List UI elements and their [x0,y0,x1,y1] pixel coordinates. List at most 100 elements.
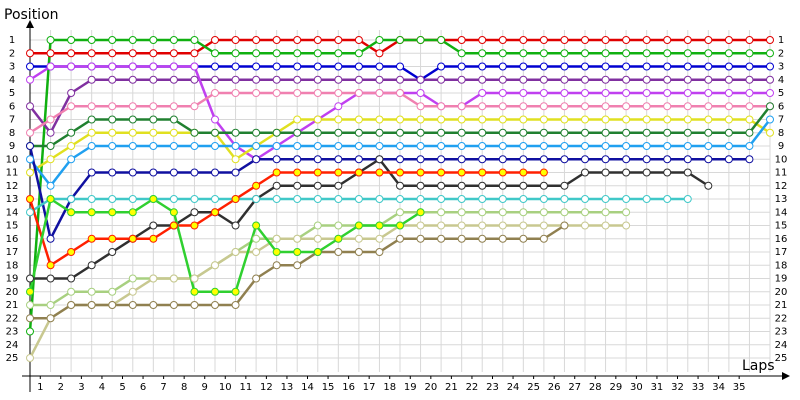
y-tick-label-right: 2 [778,48,784,59]
point [622,168,631,177]
x-tick-label: 21 [445,382,458,393]
x-tick-label: 23 [486,382,499,393]
point [622,155,631,164]
point [231,301,240,309]
point [293,75,302,84]
point [46,261,55,270]
point [272,181,281,190]
point [108,49,117,58]
point [252,274,261,283]
point [128,36,137,44]
point [169,115,178,124]
point [519,195,528,203]
point [334,142,343,150]
point [313,36,322,44]
x-tick-label: 27 [568,382,581,393]
point [581,75,589,84]
point [416,181,425,190]
point [169,168,178,177]
x-tick-label: 1 [37,382,43,393]
point [149,115,158,124]
point [396,195,404,203]
point [766,128,774,137]
point [704,181,713,190]
point [128,195,137,203]
point [622,128,631,137]
point [704,128,713,137]
point [539,234,548,243]
point [416,221,425,230]
point [437,208,446,217]
point [539,115,548,124]
point [169,142,178,150]
point [416,155,425,164]
point [498,155,507,164]
point [46,155,55,164]
point [46,36,55,44]
y-tick-label: 14 [6,207,19,218]
point [231,62,240,71]
x-tick-label: 3 [78,382,84,393]
point [704,102,713,111]
point [704,115,713,124]
y-tick-label-right: 5 [778,88,784,99]
point [231,49,240,58]
y-tick-label-right: 22 [775,313,788,324]
point [745,155,754,164]
point [601,36,610,44]
point [354,155,363,164]
point [457,195,466,203]
point [601,115,610,124]
point [745,102,754,111]
point [396,62,404,71]
point [252,62,261,71]
point [539,155,548,164]
point [108,168,117,177]
point [149,102,158,111]
point [293,49,302,58]
point [128,287,137,296]
point [519,115,528,124]
point [478,89,487,97]
y-tick-label-right: 14 [775,207,788,218]
point [539,181,548,190]
point [46,142,55,150]
y-tick-label-right: 4 [778,75,784,86]
point [272,36,281,44]
point [560,75,569,84]
point [108,301,117,309]
point [375,221,384,230]
point [683,102,692,111]
point [190,102,199,111]
point [724,49,733,58]
point [108,36,117,44]
point [724,89,733,97]
point [211,261,219,270]
point [87,102,96,111]
point [149,274,158,283]
point [478,195,487,203]
point [334,181,343,190]
point [437,221,446,230]
point [46,301,55,309]
point [293,62,302,71]
y-tick-label-right: 21 [775,300,788,311]
point [437,142,446,150]
point [252,36,261,44]
point [128,62,137,71]
point [601,155,610,164]
y-tick-label-right: 19 [775,274,788,285]
point [498,168,507,177]
point [334,128,343,137]
x-tick-label: 20 [424,382,437,393]
point [293,168,302,177]
y-tick-label: 19 [6,274,19,285]
point [478,62,487,71]
point [457,75,466,84]
point [704,49,713,58]
point [622,62,631,71]
point [539,49,548,58]
y-tick-label: 16 [6,234,19,245]
point [539,36,548,44]
point [766,102,774,111]
